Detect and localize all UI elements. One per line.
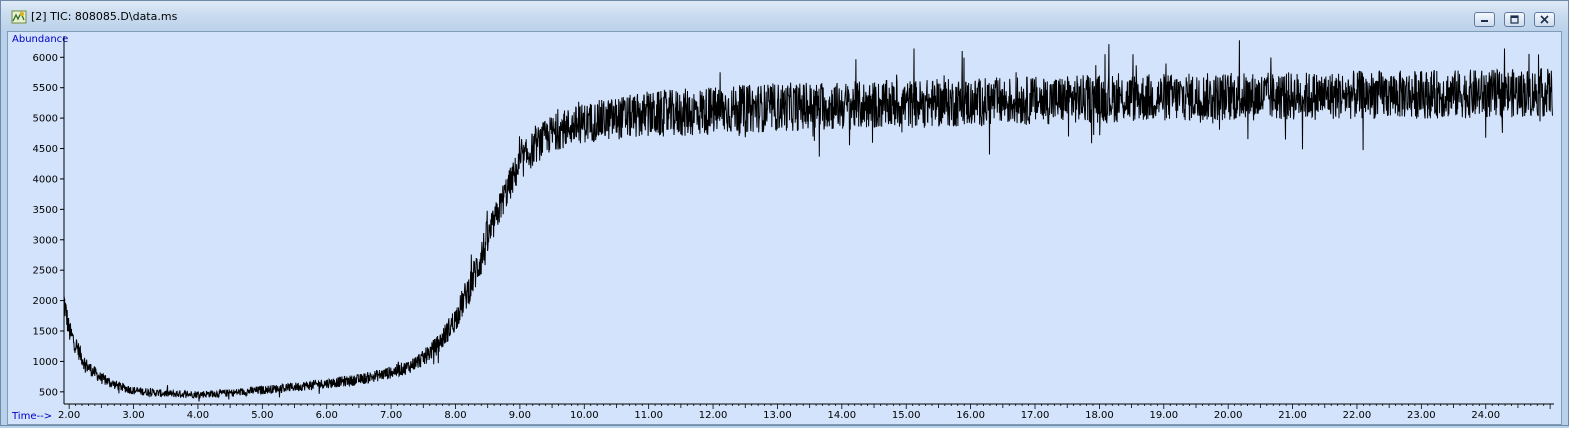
x-tick-label: 21.00 bbox=[1278, 410, 1307, 421]
y-tick-label: 3500 bbox=[33, 205, 58, 216]
close-button[interactable] bbox=[1534, 12, 1555, 27]
restore-button[interactable] bbox=[1504, 12, 1525, 27]
y-tick-label: 4500 bbox=[33, 144, 58, 155]
x-tick-label: 23.00 bbox=[1407, 410, 1436, 421]
y-tick-label: 1500 bbox=[33, 327, 58, 338]
x-tick-label: 24.00 bbox=[1471, 410, 1500, 421]
tic-chart: Abundance Time--> 500 1000 1500 2000 2500 300… bbox=[11, 34, 1554, 422]
x-axis-label: Time--> bbox=[11, 411, 52, 422]
plot-area[interactable]: Abundance Time--> 500 1000 1500 2000 2500 300… bbox=[7, 31, 1562, 425]
app-icon bbox=[11, 10, 27, 24]
y-axis-label: Abundance bbox=[12, 34, 68, 45]
restore-icon bbox=[1510, 15, 1519, 24]
title-bar[interactable]: [2] TIC: 808085.D\data.ms bbox=[1, 1, 1568, 31]
x-tick-label: 19.00 bbox=[1149, 410, 1178, 421]
y-tick-label: 2500 bbox=[33, 266, 58, 277]
y-tick-label: 1000 bbox=[33, 357, 58, 368]
x-tick-label: 5.00 bbox=[251, 410, 273, 421]
minimize-button[interactable] bbox=[1474, 12, 1495, 27]
y-tick-label: 3000 bbox=[33, 235, 58, 246]
y-tick-label: 6000 bbox=[33, 53, 58, 64]
x-tick-label: 22.00 bbox=[1343, 410, 1372, 421]
x-tick-label: 12.00 bbox=[699, 410, 728, 421]
x-tick-label: 3.00 bbox=[122, 410, 144, 421]
x-tick-label: 6.00 bbox=[316, 410, 338, 421]
y-tick-label: 5500 bbox=[33, 83, 58, 94]
x-tick-label: 17.00 bbox=[1021, 410, 1050, 421]
window-title: [2] TIC: 808085.D\data.ms bbox=[31, 10, 178, 23]
x-ticks: 2.00 3.00 4.00 5.00 6.00 7.00 8.00 9.00 10.00 11.… bbox=[58, 404, 1551, 421]
minimize-icon bbox=[1481, 20, 1488, 22]
x-tick-label: 8.00 bbox=[444, 410, 466, 421]
y-tick-label: 5000 bbox=[33, 114, 58, 125]
x-tick-label: 16.00 bbox=[956, 410, 985, 421]
x-tick-label: 20.00 bbox=[1214, 410, 1243, 421]
x-tick-label: 11.00 bbox=[634, 410, 663, 421]
x-tick-label: 9.00 bbox=[509, 410, 531, 421]
y-tick-label: 4000 bbox=[33, 174, 58, 185]
tic-trace bbox=[63, 40, 1554, 402]
y-ticks: 500 1000 1500 2000 2500 3000 3500 4000 4500 5000 5… bbox=[33, 53, 64, 398]
close-icon bbox=[1540, 15, 1549, 24]
x-tick-label: 4.00 bbox=[187, 410, 209, 421]
y-tick-label: 2000 bbox=[33, 296, 58, 307]
y-tick-label: 500 bbox=[39, 387, 58, 398]
x-tick-label: 14.00 bbox=[828, 410, 857, 421]
x-tick-label: 7.00 bbox=[380, 410, 402, 421]
x-tick-label: 15.00 bbox=[892, 410, 921, 421]
x-tick-label: 13.00 bbox=[763, 410, 792, 421]
x-tick-label: 2.00 bbox=[58, 410, 80, 421]
x-tick-label: 18.00 bbox=[1085, 410, 1114, 421]
x-tick-label: 10.00 bbox=[570, 410, 599, 421]
